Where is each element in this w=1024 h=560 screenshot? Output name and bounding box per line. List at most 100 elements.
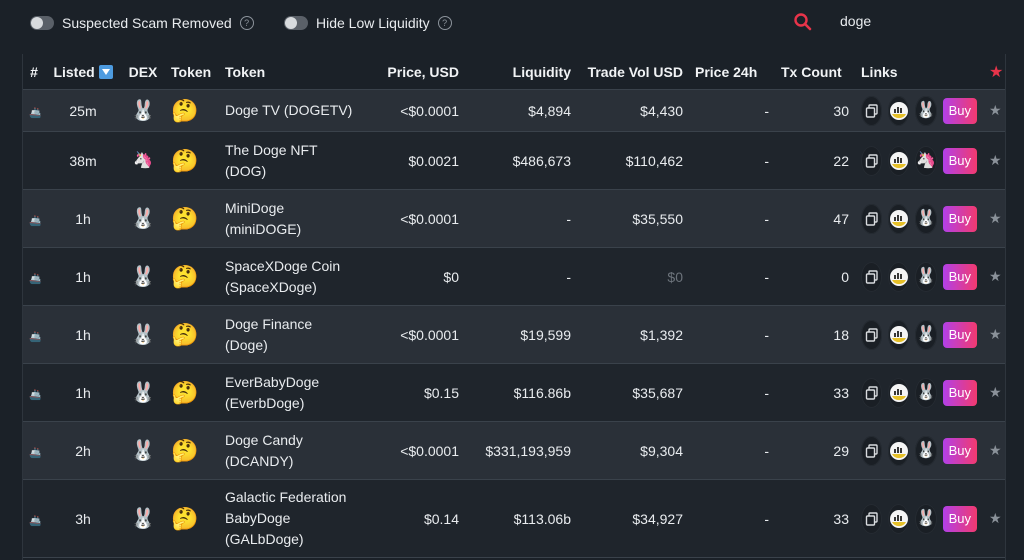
- copy-icon[interactable]: [861, 319, 883, 350]
- row-marker: 🚢: [23, 363, 45, 422]
- star-icon[interactable]: ★: [989, 210, 1002, 226]
- star-icon[interactable]: ★: [989, 510, 1002, 526]
- table-row[interactable]: 🚢 3h 🐰 🤔 Galactic Federation BabyDoge (G…: [23, 479, 1005, 558]
- dextools-icon[interactable]: [888, 203, 910, 234]
- dextools-icon[interactable]: [888, 319, 910, 350]
- buy-button[interactable]: Buy: [942, 147, 978, 174]
- token-name[interactable]: Doge Candy (DCANDY): [219, 421, 369, 480]
- token-name[interactable]: EverBabyDoge (EverbDoge): [219, 363, 369, 422]
- token-name[interactable]: MiniDoge (miniDOGE): [219, 189, 369, 248]
- copy-icon[interactable]: [861, 435, 883, 466]
- liquidity-toggle[interactable]: [284, 16, 308, 30]
- copy-icon[interactable]: [861, 503, 883, 534]
- dex-link-icon[interactable]: 🐰: [915, 203, 937, 234]
- dextools-icon[interactable]: [888, 261, 910, 292]
- token-name[interactable]: Galactic Federation BabyDoge (GALbDoge): [219, 479, 369, 558]
- dex-link-icon[interactable]: 🐰: [915, 261, 937, 292]
- copy-icon[interactable]: [861, 261, 883, 292]
- col-header-liquidity[interactable]: Liquidity: [465, 54, 577, 90]
- buy-button[interactable]: Buy: [942, 263, 978, 290]
- copy-icon[interactable]: [861, 95, 883, 126]
- table-row[interactable]: 🚢 1h 🐰 🤔 MiniDoge (miniDOGE) <$0.0001 - …: [23, 189, 1005, 248]
- buy-button[interactable]: Buy: [942, 205, 978, 232]
- search-icon[interactable]: [793, 12, 813, 32]
- dex-link-icon[interactable]: 🐰: [915, 319, 937, 350]
- col-header-price-24h[interactable]: Price 24h: [689, 54, 775, 90]
- copy-icon[interactable]: [861, 203, 883, 234]
- liquidity: $4,894: [465, 89, 577, 132]
- pancakeswap-icon[interactable]: 🐰: [130, 99, 156, 122]
- tx-count: 29: [775, 421, 855, 480]
- buy-button[interactable]: Buy: [942, 505, 978, 532]
- star-icon[interactable]: ★: [989, 268, 1002, 284]
- table-row[interactable]: 🚢 25m 🐰 🤔 Doge TV (DOGETV) <$0.0001 $4,8…: [23, 89, 1005, 132]
- pancakeswap-icon[interactable]: 🐰: [130, 439, 156, 462]
- col-header-token[interactable]: Token: [219, 54, 369, 90]
- pancakeswap-icon[interactable]: 🐰: [130, 507, 156, 530]
- token-name[interactable]: The Doge NFT (DOG): [219, 131, 369, 190]
- star-icon[interactable]: ★: [989, 442, 1002, 458]
- dex-link-icon[interactable]: 🐰: [915, 435, 937, 466]
- dex-cell: 🐰: [121, 421, 165, 480]
- buy-button[interactable]: Buy: [942, 321, 978, 348]
- ship-icon: 🚢: [29, 331, 42, 343]
- help-icon[interactable]: ?: [239, 16, 254, 30]
- table-row[interactable]: 38m 🦄 🤔 The Doge NFT (DOG) $0.0021 $486,…: [23, 131, 1005, 190]
- scam-toggle[interactable]: [30, 16, 54, 30]
- col-header-price[interactable]: Price, USD: [369, 54, 465, 90]
- search-input[interactable]: [830, 8, 1024, 34]
- ship-icon: 🚢: [29, 215, 42, 227]
- favorites-filter[interactable]: ★: [983, 54, 1005, 90]
- table-row[interactable]: 🚢 2h 🐰 🤔 Doge Candy (DCANDY) <$0.0001 $3…: [23, 421, 1005, 480]
- liquidity: $331,193,959: [465, 421, 577, 480]
- dex-cell: 🐰: [121, 89, 165, 132]
- liquidity-filter[interactable]: Hide Low Liquidity ?: [284, 15, 452, 31]
- table-row[interactable]: 🚢 1h 🐰 🤔 SpaceXDoge Coin (SpaceXDoge) $0…: [23, 247, 1005, 306]
- liquidity-filter-label: Hide Low Liquidity: [316, 15, 430, 31]
- col-header-token-icon[interactable]: Token: [165, 54, 219, 90]
- dextools-icon[interactable]: [888, 145, 910, 176]
- pancakeswap-icon[interactable]: 🐰: [130, 265, 156, 288]
- price-24h: -: [689, 247, 775, 306]
- star-icon[interactable]: ★: [989, 326, 1002, 342]
- row-marker: 🚢: [23, 89, 45, 132]
- star-icon[interactable]: ★: [989, 152, 1002, 168]
- token-name[interactable]: Doge Finance (Doge): [219, 305, 369, 364]
- token-table: # Listed DEX Token Token Price, USD Liqu…: [22, 54, 1006, 560]
- dex-link-icon[interactable]: 🦄: [915, 145, 937, 176]
- dextools-icon[interactable]: [888, 377, 910, 408]
- help-icon[interactable]: ?: [437, 16, 452, 30]
- dex-link-icon[interactable]: 🐰: [915, 95, 937, 126]
- dextools-icon[interactable]: [888, 95, 910, 126]
- uniswap-icon[interactable]: 🦄: [133, 152, 153, 169]
- dex-link-icon[interactable]: 🐰: [915, 503, 937, 534]
- dex-link-icon[interactable]: 🐰: [915, 377, 937, 408]
- pancakeswap-icon[interactable]: 🐰: [130, 381, 156, 404]
- pancakeswap-icon[interactable]: 🐰: [130, 323, 156, 346]
- star-icon[interactable]: ★: [989, 384, 1002, 400]
- pancakeswap-icon[interactable]: 🐰: [130, 207, 156, 230]
- table-row[interactable]: 🚢 1h 🐰 🤔 Doge Finance (Doge) <$0.0001 $1…: [23, 305, 1005, 364]
- dextools-icon[interactable]: [888, 435, 910, 466]
- token-name[interactable]: Doge TV (DOGETV): [219, 89, 369, 132]
- buy-button[interactable]: Buy: [942, 379, 978, 406]
- row-marker: [23, 131, 45, 190]
- col-header-trade-vol[interactable]: Trade Vol USD: [577, 54, 689, 90]
- table-row[interactable]: 🚢 1h 🐰 🤔 EverBabyDoge (EverbDoge) $0.15 …: [23, 363, 1005, 422]
- col-header-dex[interactable]: DEX: [121, 54, 165, 90]
- ship-icon: 🚢: [29, 107, 42, 119]
- tx-count: 30: [775, 89, 855, 132]
- sort-down-icon[interactable]: [98, 64, 113, 79]
- liquidity: $486,673: [465, 131, 577, 190]
- col-header-tx-count[interactable]: Tx Count: [775, 54, 855, 90]
- buy-button[interactable]: Buy: [942, 437, 978, 464]
- star-icon[interactable]: ★: [989, 63, 1004, 81]
- token-name[interactable]: SpaceXDoge Coin (SpaceXDoge): [219, 247, 369, 306]
- copy-icon[interactable]: [861, 145, 883, 176]
- col-header-listed[interactable]: Listed: [45, 54, 121, 90]
- scam-filter[interactable]: Suspected Scam Removed ?: [30, 15, 254, 31]
- star-icon[interactable]: ★: [989, 102, 1002, 118]
- copy-icon[interactable]: [861, 377, 883, 408]
- dextools-icon[interactable]: [888, 503, 910, 534]
- buy-button[interactable]: Buy: [942, 97, 978, 124]
